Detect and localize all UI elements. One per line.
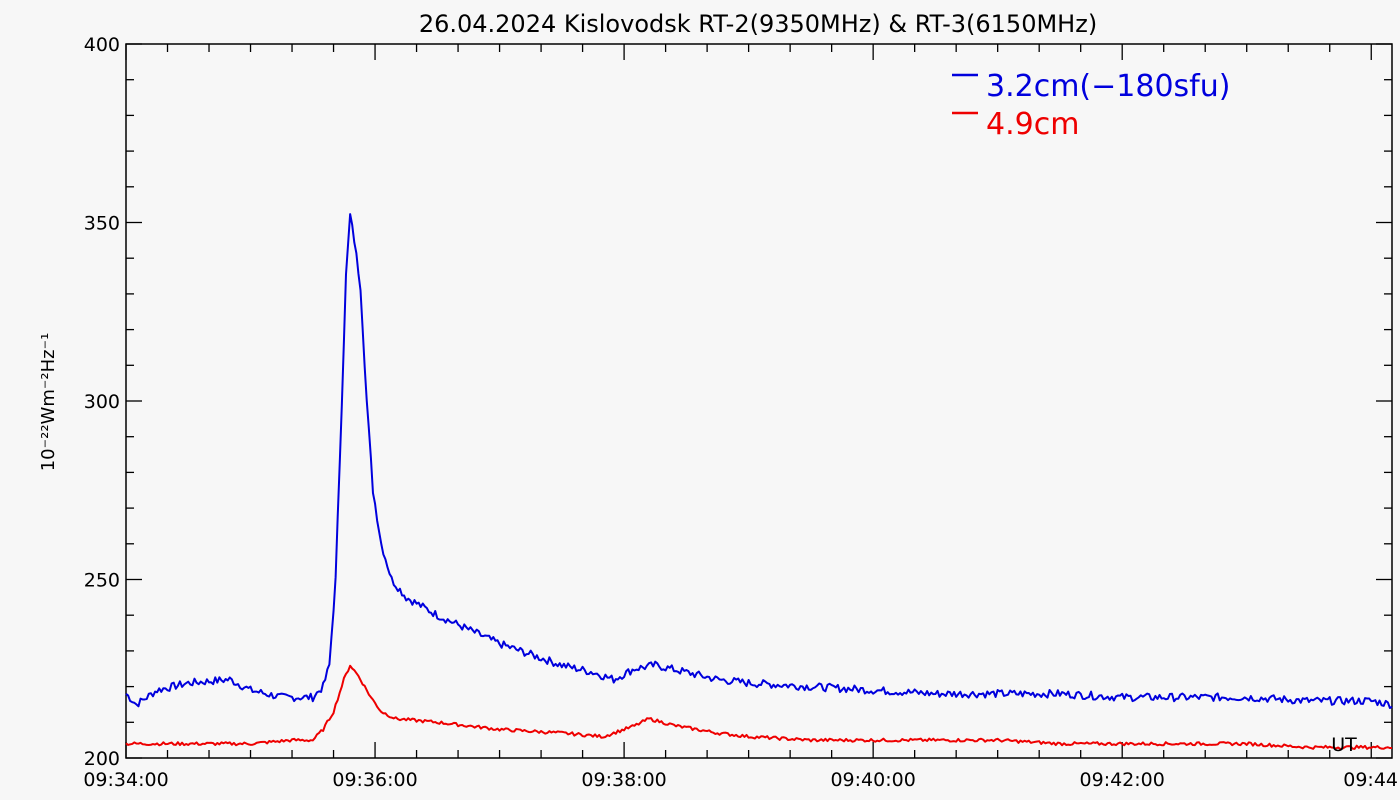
plot-frame: [125, 43, 1393, 759]
y-tick-label: 250: [84, 570, 120, 592]
x-tick-label: 09:36:00: [332, 769, 417, 791]
legend-label-1: 4.9cm: [986, 107, 1079, 142]
y-tick-label: 300: [84, 391, 120, 413]
x-tick-label: 09:42:00: [1080, 769, 1165, 791]
chart-title: 26.04.2024 Kislovodsk RT-2(9350MHz) & RT…: [419, 10, 1097, 38]
axis-ticks: 200 250 300 350 400 09:34:00 09:36:00 09:38:00 0…: [83, 34, 1398, 791]
y-tick-label: 400: [84, 34, 120, 56]
x-tick-label: 09:34:00: [83, 769, 168, 791]
y-axis-label: 10⁻²²Wm⁻²Hz⁻¹: [38, 333, 59, 472]
x-axis-corner-label: UT: [1331, 734, 1357, 756]
series-line-0: [125, 213, 1393, 709]
legend-label-0: 3.2cm(−180sfu): [986, 69, 1230, 104]
x-tick-label: 09:40:00: [830, 769, 915, 791]
x-tick-label: 09:44: [1343, 769, 1398, 791]
x-tick-label: 09:38:00: [581, 769, 666, 791]
series-line-1: [125, 664, 1393, 750]
y-tick-label: 350: [84, 213, 120, 235]
legend: 3.2cm(−180sfu)4.9cm: [952, 69, 1230, 142]
y-tick-label: 200: [84, 748, 120, 770]
series-lines: [125, 213, 1393, 750]
